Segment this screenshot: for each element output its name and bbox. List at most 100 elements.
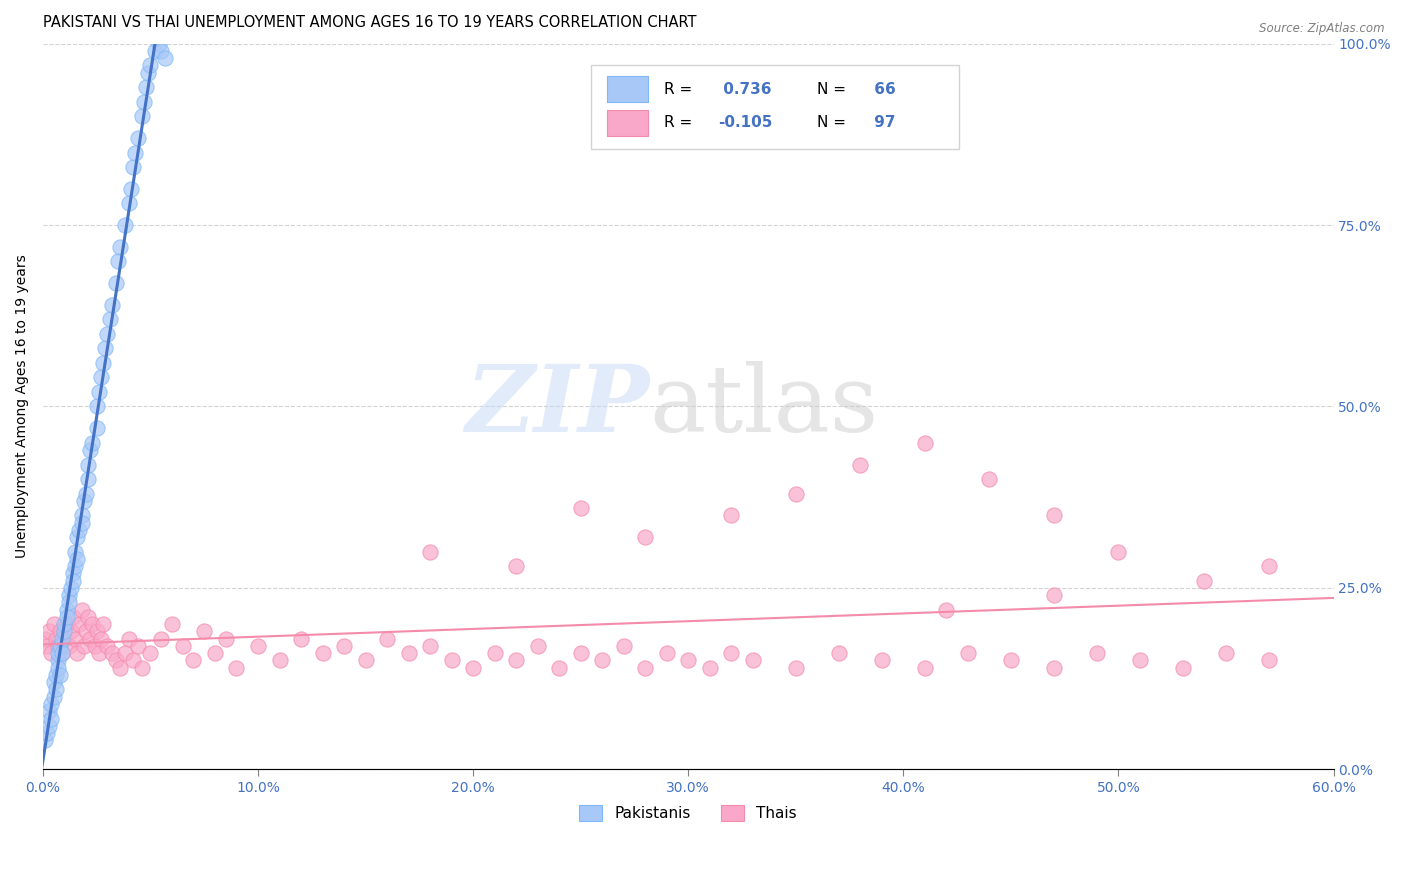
Point — [150, 44, 173, 58]
Point — [1171, 661, 1194, 675]
Point — [150, 632, 173, 646]
Point — [91, 617, 114, 632]
Point — [45, 632, 67, 646]
Point — [1000, 653, 1022, 667]
Point — [110, 661, 132, 675]
Point — [131, 109, 153, 123]
Point — [75, 624, 97, 639]
Point — [1258, 653, 1281, 667]
Point — [77, 472, 100, 486]
Point — [1043, 508, 1066, 523]
Point — [100, 646, 122, 660]
Point — [655, 646, 678, 660]
Point — [91, 356, 114, 370]
Point — [354, 653, 377, 667]
Point — [484, 646, 506, 660]
Point — [45, 682, 67, 697]
Point — [132, 95, 155, 109]
Point — [720, 646, 742, 660]
Point — [155, 51, 177, 65]
Point — [849, 458, 872, 472]
Point — [1129, 653, 1152, 667]
Text: R =: R = — [664, 82, 692, 97]
Point — [79, 632, 101, 646]
Point — [114, 218, 136, 232]
Point — [699, 661, 721, 675]
Point — [51, 632, 73, 646]
Point — [58, 639, 80, 653]
Point — [591, 653, 613, 667]
Point — [66, 530, 89, 544]
Point — [73, 493, 96, 508]
Point — [53, 617, 76, 632]
Point — [148, 37, 170, 51]
Point — [193, 624, 215, 639]
Point — [38, 624, 60, 639]
Point — [46, 653, 69, 667]
Point — [215, 632, 238, 646]
Point — [136, 65, 159, 79]
Text: R =: R = — [664, 115, 692, 130]
Point — [83, 639, 105, 653]
Point — [34, 632, 56, 646]
Point — [70, 602, 93, 616]
Point — [246, 639, 269, 653]
Point — [785, 661, 807, 675]
Point — [73, 639, 96, 653]
Point — [333, 639, 356, 653]
Point — [526, 639, 548, 653]
Point — [96, 326, 118, 341]
Point — [86, 421, 108, 435]
Point — [87, 646, 110, 660]
Point — [870, 653, 893, 667]
Text: 0.736: 0.736 — [718, 82, 772, 97]
Point — [139, 58, 162, 72]
Point — [96, 639, 118, 653]
Point — [38, 719, 60, 733]
Point — [440, 653, 463, 667]
Point — [1043, 588, 1066, 602]
Point — [70, 508, 93, 523]
Point — [63, 559, 86, 574]
Point — [311, 646, 333, 660]
Point — [828, 646, 851, 660]
Point — [118, 196, 141, 211]
Point — [53, 624, 76, 639]
Point — [110, 240, 132, 254]
Point — [172, 639, 194, 653]
Point — [122, 653, 145, 667]
Point — [634, 661, 657, 675]
Point — [183, 653, 205, 667]
Point — [58, 595, 80, 609]
Point — [66, 646, 89, 660]
Point — [741, 653, 763, 667]
Point — [375, 632, 398, 646]
Point — [505, 559, 527, 574]
Point — [63, 632, 86, 646]
Point — [59, 624, 82, 639]
Point — [114, 646, 136, 660]
Point — [46, 639, 69, 653]
Point — [419, 639, 441, 653]
Point — [90, 370, 112, 384]
Point — [41, 646, 63, 660]
Point — [143, 44, 166, 58]
Point — [100, 298, 122, 312]
Point — [86, 400, 108, 414]
Point — [139, 646, 162, 660]
Text: 97: 97 — [869, 115, 896, 130]
Point — [398, 646, 420, 660]
Point — [979, 472, 1001, 486]
Point — [70, 516, 93, 530]
Point — [55, 602, 77, 616]
Point — [51, 646, 73, 660]
Text: N =: N = — [817, 82, 846, 97]
Point — [204, 646, 226, 660]
Point — [225, 661, 247, 675]
Point — [914, 661, 936, 675]
Point — [1085, 646, 1108, 660]
Point — [105, 276, 128, 290]
Point — [505, 653, 527, 667]
Point — [51, 646, 73, 660]
Point — [634, 530, 657, 544]
